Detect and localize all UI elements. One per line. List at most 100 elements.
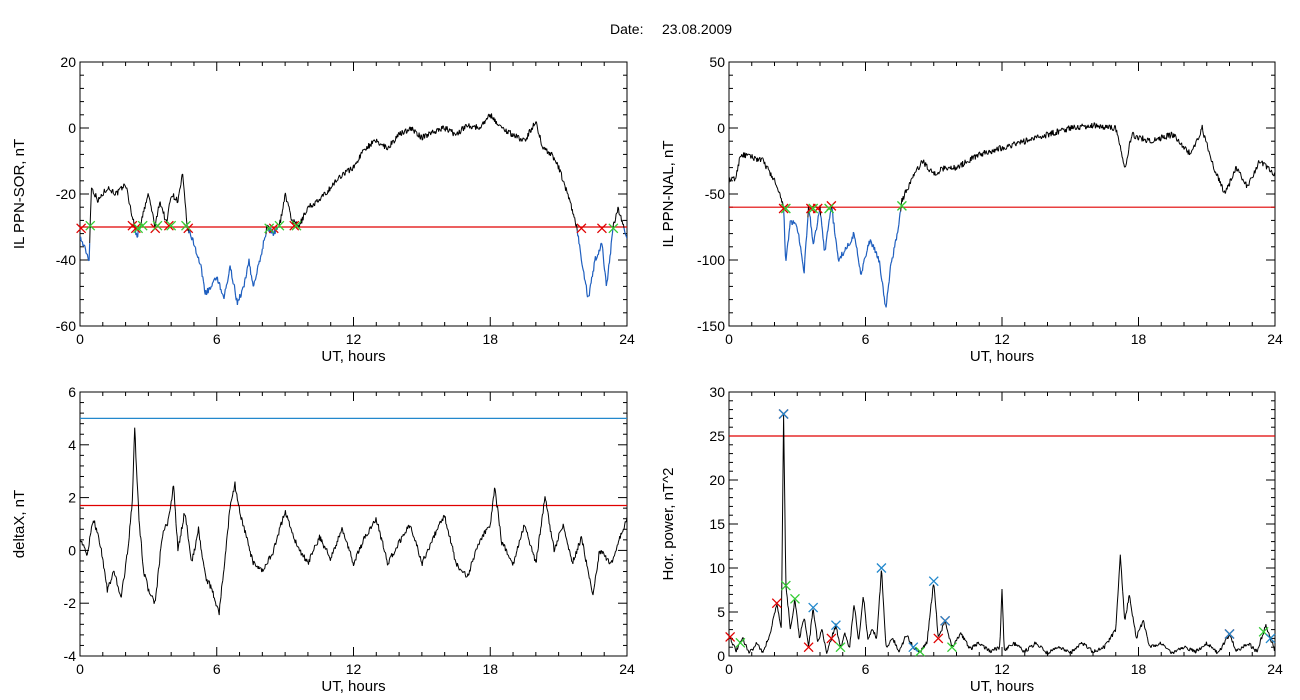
event-marker bbox=[778, 203, 789, 214]
y-tick-label: -100 bbox=[697, 252, 725, 268]
x-tick-label: 24 bbox=[1267, 331, 1283, 347]
x-tick-label: 0 bbox=[725, 331, 733, 347]
event-marker bbox=[130, 223, 141, 234]
x-tick-label: 18 bbox=[1131, 661, 1147, 677]
y-tick-label: -150 bbox=[697, 318, 725, 334]
series-line bbox=[729, 122, 1275, 218]
y-tick-label: 15 bbox=[709, 516, 725, 532]
x-axis-title: UT, hours bbox=[321, 678, 385, 695]
series-line-below-threshold bbox=[783, 208, 902, 308]
event-marker bbox=[181, 220, 191, 231]
event-marker bbox=[908, 642, 919, 653]
panel-sor: 0 6 12 18 24 -60 -40 -20 0 20 UT, hours IL PPN-SOR,… bbox=[11, 54, 635, 365]
y-tick-label: 0 bbox=[717, 648, 725, 664]
y-tick-label: 20 bbox=[709, 472, 725, 488]
x-tick-label: 6 bbox=[213, 661, 221, 677]
event-marker bbox=[152, 220, 163, 231]
event-marker bbox=[137, 220, 148, 231]
event-marker bbox=[771, 598, 782, 609]
plot-area bbox=[729, 122, 1275, 308]
panel-horpower: 0 6 12 18 24 0 5 10 15 20 25 30 UT, hours Hor. power,… bbox=[660, 384, 1283, 695]
event-marker bbox=[268, 223, 279, 234]
event-marker bbox=[289, 220, 300, 231]
event-marker bbox=[735, 637, 746, 648]
y-tick-label: 0 bbox=[68, 120, 76, 136]
event-marker bbox=[76, 223, 87, 234]
event-marker bbox=[778, 409, 789, 419]
y-tick-label: 50 bbox=[709, 54, 725, 70]
x-tick-label: 6 bbox=[213, 331, 221, 347]
y-tick-label: 10 bbox=[709, 560, 725, 576]
series-line bbox=[80, 427, 627, 616]
x-tick-label: 12 bbox=[994, 661, 1010, 677]
event-marker bbox=[291, 220, 302, 231]
y-tick-label: 30 bbox=[709, 384, 725, 400]
y-tick-label: -50 bbox=[705, 186, 725, 202]
event-marker bbox=[596, 223, 607, 234]
y-axis-title: deltaX, nT bbox=[11, 490, 28, 558]
x-axis-title: UT, hours bbox=[970, 678, 1034, 695]
event-marker bbox=[803, 642, 814, 653]
x-tick-label: 18 bbox=[482, 661, 498, 677]
x-axis-title: UT, hours bbox=[321, 348, 385, 365]
y-tick-label: 25 bbox=[709, 428, 725, 444]
event-marker bbox=[830, 620, 841, 631]
x-tick-label: 24 bbox=[1267, 661, 1283, 677]
y-tick-label: 20 bbox=[60, 54, 76, 70]
event-marker bbox=[928, 576, 939, 587]
x-tick-label: 6 bbox=[862, 331, 870, 347]
x-tick-label: 18 bbox=[482, 331, 498, 347]
y-tick-label: 0 bbox=[717, 120, 725, 136]
event-marker bbox=[915, 646, 926, 657]
event-marker bbox=[896, 200, 907, 211]
event-marker bbox=[835, 642, 846, 653]
event-marker bbox=[163, 220, 174, 231]
y-tick-label: -20 bbox=[56, 186, 76, 202]
x-tick-label: 18 bbox=[1131, 331, 1147, 347]
x-tick-label: 24 bbox=[619, 661, 635, 677]
y-tick-label: 0 bbox=[68, 542, 76, 558]
event-marker bbox=[808, 602, 819, 613]
y-tick-label: 6 bbox=[68, 384, 76, 400]
event-marker bbox=[812, 203, 823, 214]
event-marker bbox=[1224, 629, 1235, 639]
event-marker bbox=[264, 223, 275, 234]
y-axis-title: IL PPN-SOR, nT bbox=[11, 139, 28, 249]
x-tick-label: 24 bbox=[619, 331, 635, 347]
y-axis-title: Hor. power, nT^2 bbox=[660, 468, 677, 581]
event-marker bbox=[876, 563, 887, 573]
event-marker bbox=[1265, 633, 1276, 644]
x-tick-label: 12 bbox=[994, 331, 1010, 347]
event-marker bbox=[940, 615, 951, 626]
y-tick-label: -2 bbox=[64, 595, 77, 611]
date-label: Date: bbox=[610, 21, 643, 37]
y-tick-label: -60 bbox=[56, 318, 76, 334]
y-tick-label: -40 bbox=[56, 252, 76, 268]
x-tick-label: 0 bbox=[76, 661, 84, 677]
panel-nal: 0 6 12 18 24 -150 -100 -50 0 50 UT, hours IL PPN-NA… bbox=[660, 54, 1283, 365]
event-marker bbox=[133, 223, 144, 234]
event-marker bbox=[933, 633, 944, 644]
x-axis-title: UT, hours bbox=[970, 348, 1034, 365]
event-marker bbox=[780, 203, 791, 214]
x-tick-label: 0 bbox=[76, 331, 84, 347]
y-axis-title: IL PPN-NAL, nT bbox=[660, 141, 677, 248]
event-marker bbox=[946, 642, 957, 653]
x-tick-label: 12 bbox=[346, 331, 362, 347]
event-marker bbox=[608, 223, 619, 234]
plot-area bbox=[80, 417, 627, 616]
event-marker bbox=[85, 220, 96, 231]
event-marker bbox=[274, 220, 285, 231]
event-marker bbox=[824, 203, 835, 214]
event-marker bbox=[166, 220, 177, 231]
event-marker bbox=[790, 593, 800, 604]
event-marker bbox=[725, 631, 736, 642]
event-marker bbox=[576, 223, 587, 234]
event-marker bbox=[826, 633, 837, 644]
y-tick-label: 2 bbox=[68, 490, 76, 506]
y-tick-label: 4 bbox=[68, 437, 76, 453]
